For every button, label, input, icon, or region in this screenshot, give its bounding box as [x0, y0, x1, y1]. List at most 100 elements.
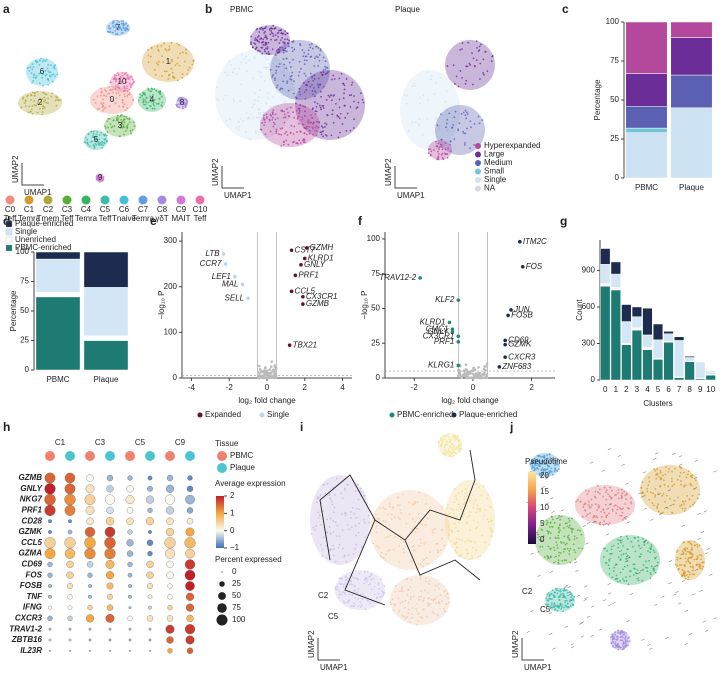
cluster-area: [600, 535, 660, 585]
cell-dot: [617, 642, 620, 645]
cell-dot: [40, 57, 42, 60]
cell-dot: [598, 522, 601, 525]
cell-dot: [298, 104, 301, 107]
cell-dot: [649, 577, 652, 580]
cell-dot: [147, 87, 150, 90]
cell-dot: [179, 99, 182, 101]
cell-dot: [266, 66, 269, 69]
cell-dot: [254, 132, 257, 135]
background-point: [274, 371, 278, 375]
cell-dot: [653, 551, 656, 554]
cell-dot: [122, 20, 124, 22]
cell-dot: [469, 529, 472, 531]
cell-dot: [163, 70, 166, 73]
cell-dot: [459, 448, 462, 451]
legend-name: PBMC-enriched: [15, 243, 71, 252]
cell-dot: [472, 83, 474, 86]
bar-segment: [35, 258, 81, 293]
cell-dot: [608, 573, 611, 575]
cell-dot: [441, 529, 444, 531]
cell-dot: [345, 129, 348, 132]
cell-dot: [147, 89, 150, 91]
cell-dot: [616, 631, 619, 634]
cell-dot: [430, 598, 433, 601]
cell-dot: [538, 465, 541, 468]
cell-dot: [556, 592, 559, 595]
cell-dot: [302, 55, 305, 58]
cell-dot: [255, 38, 258, 41]
cell-dot: [355, 516, 358, 519]
cell-dot: [558, 554, 560, 557]
cell-dot: [446, 507, 449, 509]
gene-point: [503, 355, 507, 359]
tissue-dot: [185, 451, 195, 461]
cell-dot: [102, 144, 104, 147]
cell-dot: [142, 101, 145, 104]
cell-dot: [323, 483, 326, 486]
cell-dot: [187, 69, 190, 71]
cell-dot: [652, 492, 654, 495]
cell-dot: [603, 520, 606, 523]
cell-dot: [435, 585, 438, 588]
cell-dot: [444, 153, 447, 156]
cell-dot: [460, 113, 463, 115]
cell-dot: [346, 524, 349, 526]
background-point: [477, 373, 481, 377]
cell-dot: [454, 495, 457, 497]
cell-dot: [274, 118, 277, 121]
cell-dot: [291, 71, 294, 74]
cell-dot: [419, 563, 422, 566]
cell-dot: [307, 121, 310, 124]
cell-dot: [101, 103, 104, 106]
cell-dot: [114, 102, 117, 105]
cell-dot: [686, 550, 689, 553]
cell-dot: [453, 138, 456, 140]
expression-dot: [147, 594, 153, 600]
cell-dot: [260, 41, 263, 44]
cell-dot: [307, 49, 310, 52]
cell-dot: [444, 595, 447, 597]
cell-dot: [338, 106, 341, 109]
cell-dot: [607, 523, 610, 526]
background-point: [484, 368, 487, 372]
cell-dot: [437, 550, 440, 553]
velocity-arrow: [693, 487, 698, 490]
cell-dot: [529, 462, 532, 465]
cell-dot: [321, 549, 324, 551]
cell-dot: [366, 578, 369, 581]
cell-dot: [100, 144, 103, 146]
cell-dot: [112, 31, 114, 34]
velocity-arrow: [668, 560, 673, 563]
cell-dot: [104, 125, 107, 127]
cell-dot: [683, 484, 686, 487]
velocity-arrow: [549, 633, 553, 635]
cell-dot: [328, 494, 331, 497]
cell-dot: [538, 538, 541, 541]
cell-dot: [186, 73, 189, 76]
cell-dot: [341, 123, 344, 125]
velocity-arrow: [592, 521, 596, 524]
cell-dot: [274, 79, 276, 81]
cell-dot: [571, 531, 573, 534]
expression-dot: [104, 537, 116, 549]
cell-dot: [350, 511, 352, 513]
cell-dot: [117, 92, 120, 95]
cell-dot: [117, 28, 120, 31]
cell-dot: [672, 503, 675, 506]
cell-dot: [678, 475, 681, 478]
cell-dot: [30, 99, 32, 101]
cell-dot: [458, 538, 461, 540]
cell-dot: [28, 105, 31, 108]
cell-dot: [360, 603, 363, 606]
cell-dot: [350, 94, 353, 96]
cell-dot: [341, 547, 344, 550]
gene-point: [520, 264, 525, 269]
cell-dot: [269, 106, 272, 108]
cell-dot: [126, 74, 129, 77]
cell-dot: [569, 561, 572, 564]
cluster-area: [400, 70, 460, 150]
cell-dot: [120, 29, 123, 32]
legend-name: Plaque: [230, 463, 255, 472]
colorbar: [528, 472, 536, 544]
cell-dot: [271, 118, 274, 121]
